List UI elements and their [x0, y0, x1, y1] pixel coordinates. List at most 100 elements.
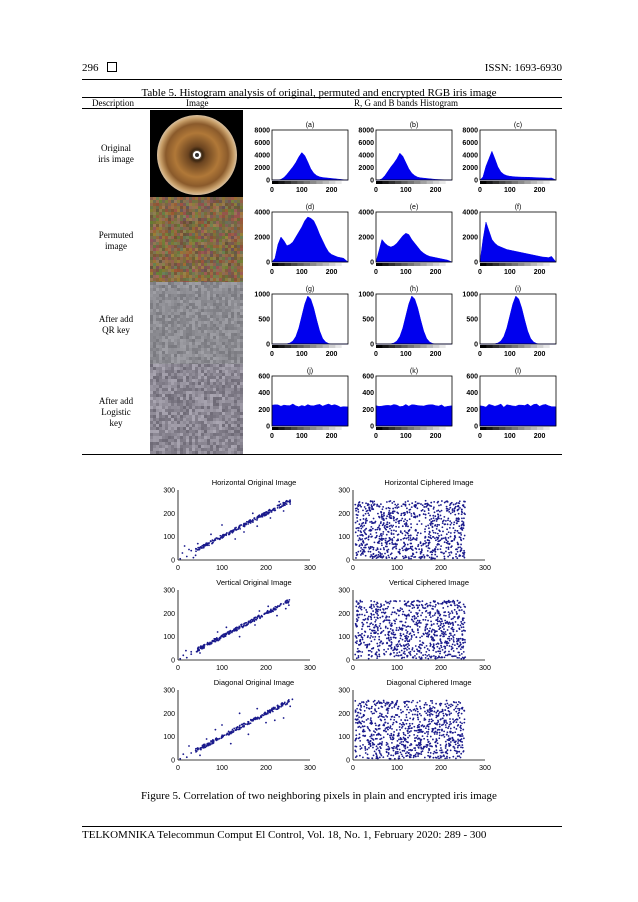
- scatter-point: [446, 738, 449, 741]
- scatter-point: [221, 635, 223, 638]
- scatter-point: [453, 749, 456, 752]
- scatter-point: [377, 608, 380, 611]
- scatter-point: [400, 538, 402, 541]
- scatter-point: [407, 538, 410, 541]
- x-tick-label: 300: [304, 565, 316, 572]
- scatter-point: [443, 501, 446, 504]
- y-tick-label: 2000: [462, 235, 478, 242]
- scatter-point: [404, 734, 407, 737]
- scatter-point: [461, 639, 464, 642]
- scatter-point: [396, 748, 399, 751]
- scatter-point: [460, 527, 463, 530]
- scatter-point: [393, 704, 396, 706]
- scatter-point: [377, 526, 380, 528]
- scatter-point: [372, 739, 375, 741]
- scatter-point: [401, 525, 404, 528]
- scatter-point: [434, 657, 437, 660]
- scatter-point: [391, 707, 393, 709]
- scatter-point: [380, 511, 383, 514]
- scatter-point: [361, 501, 364, 504]
- y-tick-label: 0: [474, 260, 478, 267]
- scatter-title: Horizontal Original Image: [212, 478, 297, 487]
- scatter-point: [370, 616, 373, 619]
- scatter-point: [370, 614, 373, 616]
- gray-colorbar-cell: [518, 263, 525, 266]
- scatter-point: [358, 605, 361, 608]
- scatter-point: [453, 726, 456, 729]
- scatter-point: [375, 549, 378, 552]
- scatter-point: [460, 727, 462, 730]
- scatter-point: [448, 639, 451, 642]
- scatter-point: [362, 521, 365, 524]
- x-tick-label: 100: [296, 351, 308, 358]
- scatter-point: [447, 546, 450, 549]
- x-tick-label: 0: [270, 433, 274, 440]
- scatter-point: [287, 601, 290, 604]
- scatter-point: [393, 718, 396, 721]
- scatter-point: [451, 621, 454, 624]
- scatter-point: [356, 507, 358, 509]
- scatter-point: [372, 647, 375, 650]
- scatter-point: [401, 547, 404, 550]
- scatter-point: [400, 514, 403, 517]
- scatter-point: [406, 646, 409, 648]
- scatter-point: [371, 654, 373, 657]
- scatter-point: [280, 702, 283, 705]
- scatter-point: [375, 710, 378, 713]
- scatter-point: [423, 510, 426, 513]
- scatter-point: [413, 729, 416, 732]
- scatter-point: [427, 542, 430, 544]
- scatter-point: [405, 547, 408, 550]
- scatter-point: [396, 643, 399, 646]
- scatter-point: [431, 615, 434, 617]
- scatter-point: [195, 750, 198, 753]
- scatter-point: [444, 640, 447, 643]
- scatter-point: [443, 555, 446, 558]
- scatter-point: [455, 548, 457, 551]
- scatter-point: [386, 540, 389, 543]
- scatter-point: [393, 730, 396, 733]
- scatter-point: [422, 543, 425, 546]
- scatter-point: [448, 756, 451, 759]
- scatter-point: [450, 712, 453, 715]
- scatter-point: [410, 749, 413, 752]
- scatter-point: [385, 708, 388, 711]
- y-tick-label: 8000: [358, 128, 374, 135]
- scatter-point: [389, 628, 392, 630]
- scatter-point: [382, 701, 385, 704]
- scatter-point: [444, 523, 447, 526]
- scatter-point: [439, 704, 442, 707]
- scatter-point: [390, 732, 393, 735]
- y-tick-label: 100: [163, 534, 175, 541]
- x-tick-label: 200: [260, 665, 272, 672]
- scatter-point: [212, 640, 215, 643]
- gray-colorbar-cell: [388, 263, 396, 266]
- scatter-point: [373, 556, 376, 558]
- scatter-point: [463, 517, 465, 520]
- scatter-point: [387, 554, 390, 557]
- scatter-point: [424, 626, 427, 629]
- scatter-point: [449, 718, 451, 720]
- scatter-point: [367, 538, 370, 541]
- scatter-point: [460, 609, 463, 611]
- scatter-point: [441, 522, 444, 525]
- scatter-point: [427, 725, 430, 728]
- scatter-point: [431, 745, 434, 748]
- scatter-point: [401, 532, 404, 535]
- gray-colorbar-cell: [335, 181, 342, 184]
- scatter-point: [354, 531, 357, 534]
- scatter-point: [190, 752, 193, 754]
- x-tick-label: 0: [374, 269, 378, 276]
- scatter-point: [212, 539, 215, 542]
- scatter-point: [401, 624, 404, 627]
- scatter-point: [427, 728, 430, 731]
- scatter-point: [417, 743, 420, 746]
- scatter-title: Diagonal Original Image: [214, 678, 294, 687]
- scatter-point: [432, 706, 435, 708]
- scatter-point: [417, 545, 419, 548]
- scatter-point: [402, 710, 404, 713]
- scatter-point: [405, 549, 408, 552]
- scatter-point: [362, 550, 365, 552]
- scatter-point: [387, 728, 389, 731]
